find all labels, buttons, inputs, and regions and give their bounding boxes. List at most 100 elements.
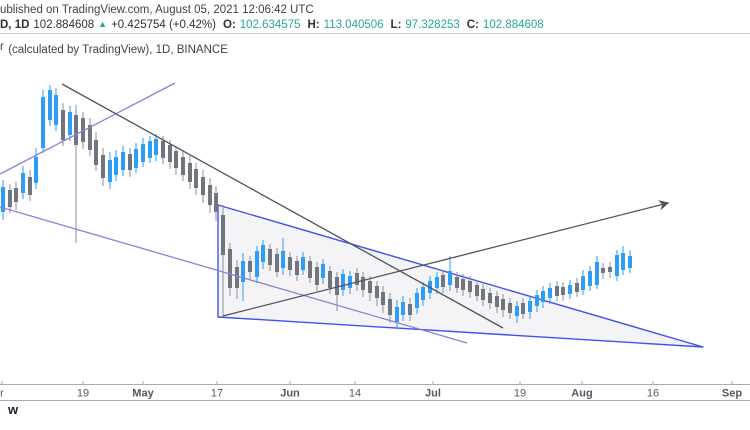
candle-body xyxy=(8,190,12,207)
candle-body xyxy=(261,245,265,262)
axis-label: Jul xyxy=(425,388,441,400)
descending-trendline xyxy=(61,83,504,329)
candle-body xyxy=(361,277,365,290)
axis-label: 17 xyxy=(211,388,223,400)
candle-body xyxy=(194,169,198,188)
close-value: 102.884608 xyxy=(482,19,544,31)
candle-body xyxy=(295,261,299,275)
candle-body xyxy=(221,215,225,255)
candle-body xyxy=(268,249,272,265)
axis-label: Aug xyxy=(571,388,592,400)
candle-body xyxy=(321,264,325,278)
candle-body xyxy=(34,157,38,183)
axis-label: Jun xyxy=(280,388,300,400)
clipped-text-fragment: r xyxy=(0,41,4,53)
candle-body xyxy=(255,251,259,277)
candle-body xyxy=(368,281,372,293)
candle-body xyxy=(441,275,445,287)
candle-body xyxy=(94,140,98,165)
candle-body xyxy=(74,115,78,145)
ascending-arrow-trendline xyxy=(222,200,670,317)
candle-body xyxy=(388,299,392,315)
candle-body xyxy=(228,249,232,288)
high-value: 113.040506 xyxy=(323,19,384,31)
candle-body xyxy=(248,261,252,272)
price-up-arrow-icon: ▲ xyxy=(98,19,108,29)
candle-body xyxy=(108,160,112,182)
candle-body xyxy=(348,276,352,288)
candle-body xyxy=(355,273,359,285)
candle-body xyxy=(395,307,399,322)
candle-body xyxy=(501,299,505,310)
symbol-label: D, 1D xyxy=(0,19,30,31)
axis-label: 19 xyxy=(77,388,89,400)
candle-body xyxy=(508,303,512,313)
candle-body xyxy=(14,188,18,202)
candle-body xyxy=(575,283,579,292)
candle-body xyxy=(468,281,472,292)
candle-body xyxy=(241,261,245,282)
candle-body xyxy=(481,289,485,300)
candle-body xyxy=(48,90,52,120)
candle-body xyxy=(621,253,625,270)
candle-body xyxy=(21,173,25,193)
candles-layer xyxy=(1,85,632,329)
candle-body xyxy=(275,254,279,272)
candle-body xyxy=(455,277,459,288)
candle-body xyxy=(528,301,532,312)
candle-body xyxy=(401,302,405,315)
candle-body xyxy=(461,279,465,290)
candle-body xyxy=(41,97,45,148)
trendlines-layer xyxy=(0,82,670,344)
low-label: L: xyxy=(390,19,402,31)
symbol-row: D, 1D 102.884608 ▲ +0.425754 (+0.42%) O:… xyxy=(0,19,544,31)
open-value: 102.634575 xyxy=(239,19,301,31)
time-axis: r 19 May 17 Jun 14 Jul 19 Aug 16 Sep xyxy=(0,381,750,401)
descending-triangle-pattern xyxy=(217,204,704,348)
symbol-description: r (calculated by TradingView), 1D, BINAN… xyxy=(0,41,228,56)
candle-body xyxy=(341,274,345,290)
description-text: (calculated by TradingView), 1D, BINANCE xyxy=(8,44,228,56)
candle-body xyxy=(548,288,552,298)
candle-body xyxy=(535,295,539,306)
candle-body xyxy=(201,177,205,195)
open-label: O: xyxy=(222,19,236,31)
candle-body xyxy=(435,277,439,288)
candle-body xyxy=(214,193,218,212)
candle-body xyxy=(61,110,65,140)
candle-body xyxy=(328,271,332,288)
candle-body xyxy=(415,293,419,308)
descending-triangle xyxy=(217,204,704,348)
candle-body xyxy=(235,267,239,288)
candle-body xyxy=(315,267,319,285)
last-price: 102.884608 xyxy=(33,19,95,31)
low-value: 97.328253 xyxy=(405,19,460,31)
candle-body xyxy=(541,291,545,302)
candle-body xyxy=(68,112,72,135)
candle-body xyxy=(628,256,632,268)
candle-body xyxy=(561,287,565,295)
candle-body xyxy=(154,139,158,155)
axis-label: r xyxy=(0,388,4,400)
candle-body xyxy=(81,118,85,142)
candle-body xyxy=(515,306,519,316)
candle-body xyxy=(581,276,585,290)
candle-body xyxy=(521,303,525,314)
candle-body xyxy=(148,141,152,158)
candle-body xyxy=(54,95,58,125)
axis-label: 19 xyxy=(514,388,526,400)
price-change: +0.425754 (+0.42%) xyxy=(111,19,216,31)
candle-body xyxy=(1,187,5,212)
candle-body xyxy=(301,257,305,270)
candle-body xyxy=(448,271,452,285)
published-caption: ublished on TradingView.com, August 05, … xyxy=(0,4,314,16)
candle-body xyxy=(308,261,312,278)
candle-body xyxy=(335,277,339,295)
candle-body xyxy=(381,292,385,305)
candle-body xyxy=(101,155,105,178)
candle-body xyxy=(141,144,145,162)
candle-body xyxy=(121,152,125,170)
candle-body xyxy=(128,154,132,170)
candle-body xyxy=(595,262,599,285)
candle-body xyxy=(114,157,118,175)
